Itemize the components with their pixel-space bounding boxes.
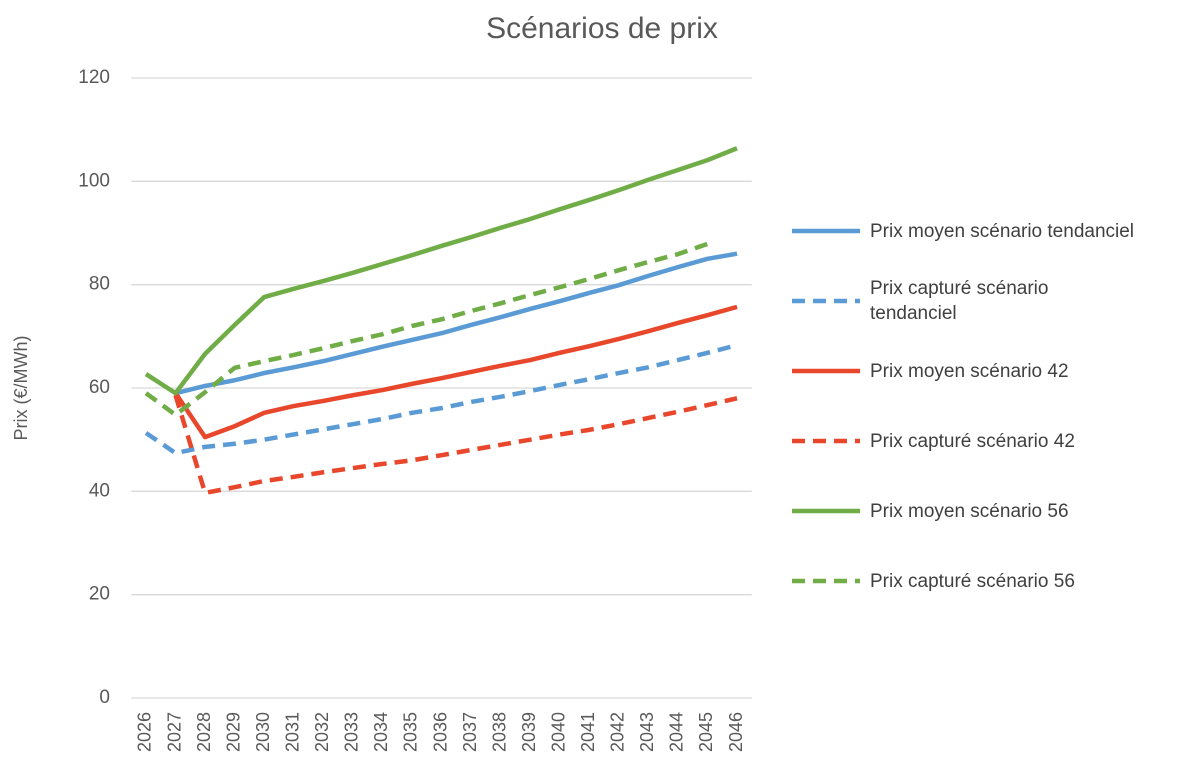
x-tick-label: 2043 xyxy=(637,712,657,752)
y-tick-label: 0 xyxy=(99,687,110,708)
y-tick-label: 40 xyxy=(89,480,110,501)
x-tick-label: 2037 xyxy=(460,712,480,752)
legend-label: Prix moyen scénario tendanciel xyxy=(870,220,1135,242)
legend-swatch xyxy=(792,508,860,514)
legend-swatch xyxy=(792,228,860,234)
legend-swatch xyxy=(792,578,860,584)
y-tick-label: 100 xyxy=(78,170,110,191)
x-tick-label: 2041 xyxy=(578,712,598,752)
legend-label: Prix moyen scénario 56 xyxy=(870,500,1069,522)
legend-label: Prix capturé scénario 42 xyxy=(870,430,1075,452)
y-tick-label: 120 xyxy=(78,67,110,88)
x-tick-label: 2035 xyxy=(401,712,421,752)
chart-title: Scénarios de prix xyxy=(486,12,718,45)
x-tick-label: 2033 xyxy=(342,712,362,752)
x-tick-label: 2028 xyxy=(194,712,214,752)
series-line xyxy=(144,342,738,456)
x-tick-label: 2036 xyxy=(430,712,450,752)
y-axis-title: Prix (€/MWh) xyxy=(11,336,31,441)
x-tick-label: 2039 xyxy=(519,712,539,752)
legend-swatch xyxy=(792,368,860,374)
legend-item: Prix capturé scénario 56 xyxy=(790,546,1138,616)
x-tick-label: 2030 xyxy=(253,712,273,752)
legend-label: Prix capturé scénario 56 xyxy=(870,570,1075,592)
x-tick-label: 2026 xyxy=(135,712,155,752)
x-tick-label: 2034 xyxy=(371,712,391,752)
legend: Prix moyen scénario tendanciel Prix captu… xyxy=(790,196,1138,616)
legend-item: Prix capturé scénario 42 xyxy=(790,406,1138,476)
x-tick-label: 2031 xyxy=(282,712,302,752)
series-line xyxy=(174,251,738,396)
legend-item: Prix moyen scénario tendanciel xyxy=(790,196,1138,266)
series-line xyxy=(144,241,709,418)
x-tick-label: 2045 xyxy=(696,712,716,752)
y-tick-label: 80 xyxy=(89,274,110,295)
x-tick-label: 2027 xyxy=(164,712,184,752)
legend-label: Prix capturé scénario tendanciel xyxy=(870,278,1049,324)
x-tick-label: 2032 xyxy=(312,712,332,752)
x-tick-label: 2038 xyxy=(489,712,509,752)
y-tick-label: 60 xyxy=(89,377,110,398)
x-tick-label: 2044 xyxy=(667,712,687,752)
series-line xyxy=(173,304,738,440)
legend-swatch xyxy=(792,438,860,444)
x-tick-label: 2046 xyxy=(726,712,746,752)
series-line xyxy=(173,394,738,496)
x-tick-label: 2029 xyxy=(223,712,243,752)
legend-item: Prix capturé scénario tendanciel xyxy=(790,266,1138,336)
legend-item: Prix moyen scénario 56 xyxy=(790,476,1138,546)
x-tick-label: 2042 xyxy=(608,712,628,752)
series-line xyxy=(144,146,738,396)
legend-swatch xyxy=(792,298,860,304)
legend-item: Prix moyen scénario 42 xyxy=(790,336,1138,406)
x-tick-label: 2040 xyxy=(548,712,568,752)
y-tick-label: 20 xyxy=(89,584,110,605)
legend-label: Prix moyen scénario 42 xyxy=(870,360,1069,382)
